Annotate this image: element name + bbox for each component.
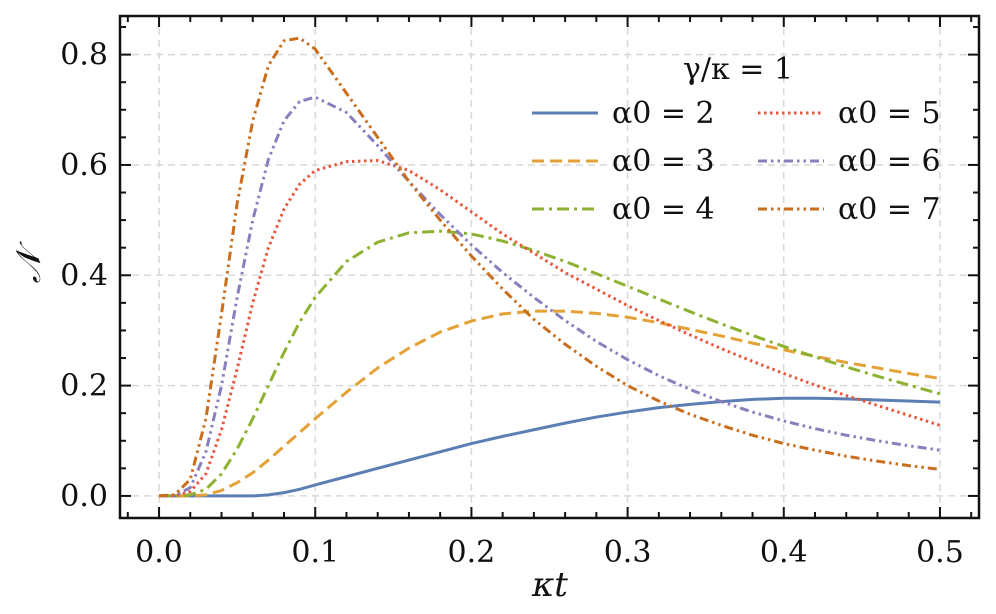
series-line-alpha-7 <box>158 36 941 498</box>
x-axis-label: κt <box>531 565 568 605</box>
x-tick-label: 0.2 <box>448 535 496 570</box>
x-tick-label: 0.0 <box>135 535 183 570</box>
y-tick-labels: 0.0 0.2 0.4 0.6 0.8 <box>60 38 108 514</box>
y-tick-label: 0.8 <box>60 38 108 73</box>
y-axis-label: 𝒩 <box>9 240 49 283</box>
x-tick-labels: 0.0 0.1 0.2 0.3 0.4 0.5 <box>135 535 964 570</box>
axis-ticks <box>120 16 979 518</box>
legend-label: α0 = 7 <box>838 192 941 227</box>
y-tick-label: 0.4 <box>60 258 108 293</box>
series-line-alpha-4 <box>159 229 941 498</box>
y-tick-label: 0.0 <box>60 479 108 514</box>
y-tick-label: 0.2 <box>60 369 108 404</box>
x-tick-label: 0.1 <box>291 535 339 570</box>
series-line-alpha-2 <box>159 396 941 498</box>
legend-label: α0 = 6 <box>838 144 941 179</box>
legend-label: α0 = 3 <box>612 144 715 179</box>
x-tick-label: 0.4 <box>760 535 808 570</box>
x-tick-label: 0.5 <box>916 535 964 570</box>
legend-title: γ/κ = 1 <box>683 52 793 87</box>
grid <box>120 16 979 518</box>
legend-label: α0 = 4 <box>612 192 715 227</box>
plot-frame <box>118 14 981 520</box>
series-line-alpha-5 <box>159 159 941 498</box>
x-tick-label: 0.3 <box>604 535 652 570</box>
series-layer <box>158 36 941 498</box>
y-tick-label: 0.6 <box>60 148 108 183</box>
series-line-alpha-6 <box>159 95 941 498</box>
legend-label: α0 = 2 <box>612 96 715 131</box>
series-line-alpha-3 <box>159 309 941 498</box>
legend: γ/κ = 1 α0 = 2 α0 = 3 α0 = 4 α0 = 5 α0 = 6 α0… <box>532 52 941 227</box>
legend-label: α0 = 5 <box>838 96 941 131</box>
